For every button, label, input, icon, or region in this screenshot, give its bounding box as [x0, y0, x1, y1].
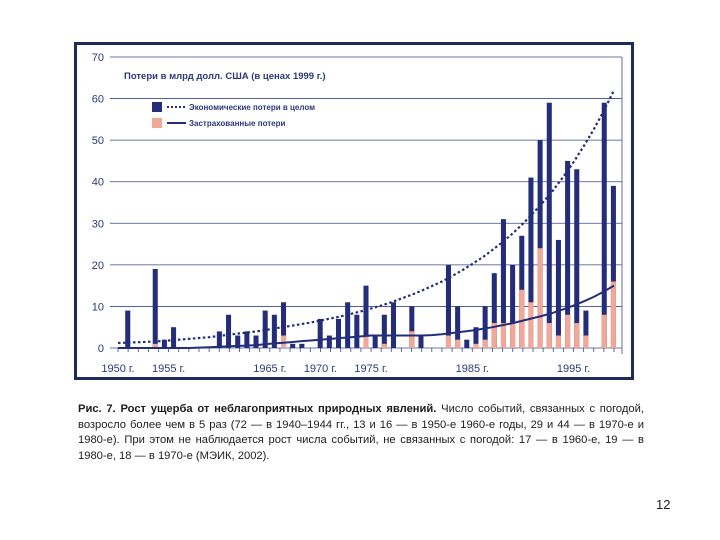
bar-total-23	[326, 335, 332, 348]
bar-total-33	[418, 335, 424, 348]
bar-insured-4	[152, 343, 158, 348]
bar-insured-29	[381, 343, 387, 348]
bar-total-27	[363, 285, 369, 348]
x-tick-label-1950: 1950 г.	[101, 363, 134, 375]
caption-title: Рис. 7. Рост ущерба от неблагоприятных п…	[78, 403, 437, 415]
bar-insured-43	[510, 323, 516, 348]
bar-total-11	[216, 331, 222, 348]
x-tick-label-1965: 1965 г.	[253, 363, 286, 375]
bar-total-39	[473, 327, 479, 348]
bar-total-30	[390, 302, 397, 348]
bar-total-43	[510, 264, 516, 348]
bar-total-19	[290, 343, 296, 348]
bar-total-17	[271, 314, 277, 348]
y-tick-label-0: 0	[98, 343, 104, 355]
damage-chart: 0 10 20 30 40 50 60 70 1950 г. 1955 г. 1965 г. 1970…	[92, 52, 623, 375]
y-tick-label-10: 10	[92, 301, 104, 313]
bar-total-41	[491, 273, 497, 348]
bar-insured-49	[565, 314, 571, 348]
x-tick-label-1995: 1995 г.	[557, 363, 590, 375]
bar-insured-32	[409, 331, 415, 348]
bar-total-15	[253, 335, 259, 348]
bar-total-54	[610, 185, 616, 348]
bar-total-37	[455, 306, 461, 348]
y-tick-label-50: 50	[92, 135, 104, 147]
bar-total-4	[152, 269, 158, 348]
bar-insured-44	[519, 289, 525, 348]
bar-insured-42	[500, 323, 506, 348]
bar-total-28	[372, 335, 378, 348]
figure-caption: Рис. 7. Рост ущерба от неблагоприятных п…	[78, 402, 644, 464]
bar-total-18	[281, 302, 287, 348]
bar-insured-37	[455, 339, 461, 348]
bar-total-25	[345, 302, 351, 348]
bar-total-24	[335, 318, 342, 348]
chart-title: Потери в млрд долл. США (в ценах 1999 г.…	[124, 71, 326, 82]
bar-insured-51	[583, 335, 589, 348]
bar-total-42	[500, 219, 506, 348]
bar-total-49	[565, 160, 571, 348]
bar-insured-48	[555, 335, 561, 348]
bar-insured-50	[574, 323, 580, 348]
legend-label-insured: Застрахованные потери	[189, 119, 286, 128]
bar-total-5	[161, 339, 167, 348]
x-tick-label-1985: 1985 г.	[456, 363, 489, 375]
legend-swatch-insured	[152, 118, 162, 128]
bar-total-1	[125, 310, 131, 348]
legend-swatch-total	[152, 102, 162, 112]
y-tick-label-20: 20	[92, 260, 104, 272]
x-tick-label-1955: 1955 г.	[152, 363, 185, 375]
bar-total-32	[409, 306, 415, 348]
bar-total-45	[528, 177, 534, 348]
bar-insured-36	[445, 335, 451, 348]
bar-total-12	[226, 314, 232, 348]
bar-total-51	[583, 310, 589, 348]
bar-total-53	[601, 102, 607, 348]
bar-insured-39	[473, 343, 479, 348]
y-tick-label-40: 40	[92, 177, 104, 189]
caption-text: Число событий, связанных с погодой, возр…	[78, 403, 644, 462]
bar-insured-40	[482, 339, 488, 348]
x-tick-label-1975: 1975 г.	[354, 363, 387, 375]
bar-total-36	[445, 264, 451, 348]
bar-total-29	[381, 314, 387, 348]
bar-insured-27	[363, 335, 369, 348]
bar-total-14	[244, 331, 250, 348]
x-tick-label-1970: 1970 г.	[304, 363, 337, 375]
bar-total-26	[354, 314, 360, 348]
trend-line-total	[117, 89, 615, 345]
legend-label-total: Экономические потери в целом	[189, 103, 315, 112]
bar-total-48	[555, 239, 561, 348]
bar-total-6	[171, 327, 177, 348]
bar-insured-41	[491, 323, 497, 348]
bar-insured-45	[528, 302, 534, 348]
bar-insured-47	[546, 323, 552, 348]
bar-insured-46	[537, 248, 543, 348]
bar-total-20	[299, 343, 305, 348]
page-number: 12	[656, 497, 671, 512]
bar-total-40	[482, 306, 488, 348]
bar-insured-54	[610, 281, 616, 348]
bar-insured-53	[601, 314, 607, 348]
bar-total-50	[574, 169, 580, 348]
bar-total-16	[262, 310, 268, 348]
bar-total-13	[235, 335, 241, 348]
bar-total-22	[317, 318, 323, 348]
bar-total-46	[537, 140, 543, 348]
y-tick-label-70: 70	[92, 52, 104, 64]
bar-total-38	[464, 339, 470, 348]
y-tick-label-60: 60	[92, 94, 104, 106]
y-tick-label-30: 30	[92, 218, 104, 230]
bar-total-47	[546, 102, 552, 348]
trend-line-insured	[118, 284, 615, 349]
